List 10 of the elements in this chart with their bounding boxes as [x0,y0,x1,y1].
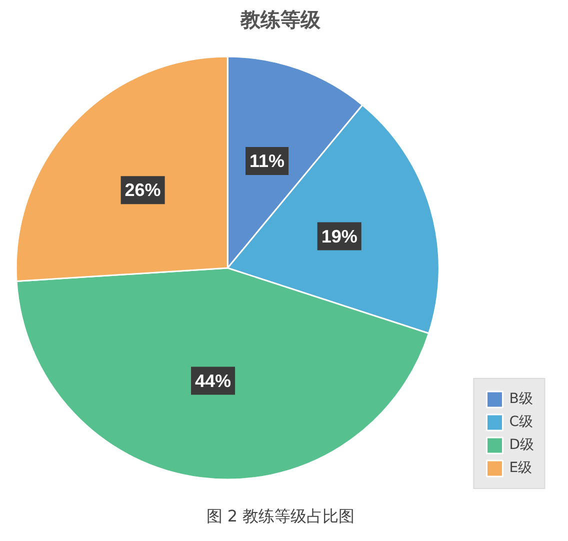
data-label: 19% [321,226,358,246]
legend-label: B级 [509,390,533,408]
legend-label: D级 [509,436,534,454]
legend-label: E级 [509,459,532,477]
legend-label: C级 [509,413,533,431]
chart-title: 教练等级 [240,8,322,32]
data-label: 44% [195,370,232,391]
caption: 图 2 教练等级占比图 [206,506,355,526]
data-label: 26% [124,180,161,200]
data-label: 11% [250,151,285,172]
